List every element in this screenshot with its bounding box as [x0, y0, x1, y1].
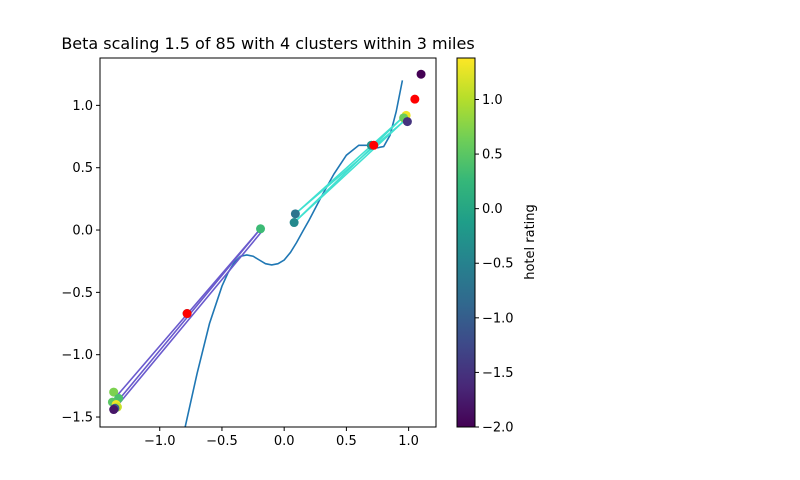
- hotel-point-3: [402, 117, 412, 127]
- colorbar-gradient: [456, 57, 476, 428]
- hotel-point-6: [289, 218, 299, 228]
- axes-frame: [99, 57, 437, 428]
- chart-title: Beta scaling 1.5 of 85 with 4 clusters w…: [61, 34, 474, 53]
- colorbar-tick-label-3: −0.5: [482, 257, 514, 272]
- y-tick-label-2: −0.5: [61, 286, 93, 301]
- x-tick-label-1: −0.5: [206, 434, 238, 449]
- cluster-centroid-0: [410, 94, 420, 104]
- y-tick-label-3: 0.0: [72, 224, 93, 239]
- x-tick-label-3: 0.5: [336, 434, 357, 449]
- colorbar-tick-label-1: −1.5: [482, 366, 514, 381]
- colorbar-tick-label-4: 0.0: [482, 202, 503, 217]
- colorbar-label: hotel rating: [523, 204, 538, 280]
- y-tick-label-4: 0.5: [72, 161, 93, 176]
- colorbar-tick-label-0: −2.0: [482, 421, 514, 436]
- plot-area: −1.0 −0.5 0.0 0.5 1.0 −1.5 −1.0 −0.5 0.0 0.5 1.0: [61, 57, 437, 449]
- cluster-line-0-3: [294, 119, 406, 215]
- colorbar-tick-label-6: 1.0: [482, 93, 503, 108]
- hotel-point-5: [290, 209, 300, 219]
- x-tick-label-0: −1.0: [144, 434, 176, 449]
- cluster-line-1-2: [115, 229, 264, 408]
- x-tick-label-2: 0.0: [274, 434, 295, 449]
- fitted-curve: [184, 80, 404, 427]
- y-tick-label-1: −1.0: [61, 348, 93, 363]
- x-tick-label-4: 1.0: [398, 434, 419, 449]
- cluster-centroid-1: [369, 140, 379, 150]
- colorbar-tick-label-5: 0.5: [482, 148, 503, 163]
- colorbar: −2.0 −1.5 −1.0 −0.5 0.0 0.5 1.0: [456, 57, 514, 436]
- hotel-point-9: [109, 387, 119, 397]
- hotel-point-7: [256, 224, 266, 234]
- hotel-point-15: [109, 405, 119, 415]
- cluster-centroid-2: [182, 309, 192, 319]
- data-layer: [107, 69, 426, 427]
- hotel-point-0: [416, 69, 426, 79]
- y-tick-label-5: 1.0: [72, 99, 93, 114]
- y-tick-label-0: −1.5: [61, 411, 93, 426]
- colorbar-tick-label-2: −1.0: [482, 311, 514, 326]
